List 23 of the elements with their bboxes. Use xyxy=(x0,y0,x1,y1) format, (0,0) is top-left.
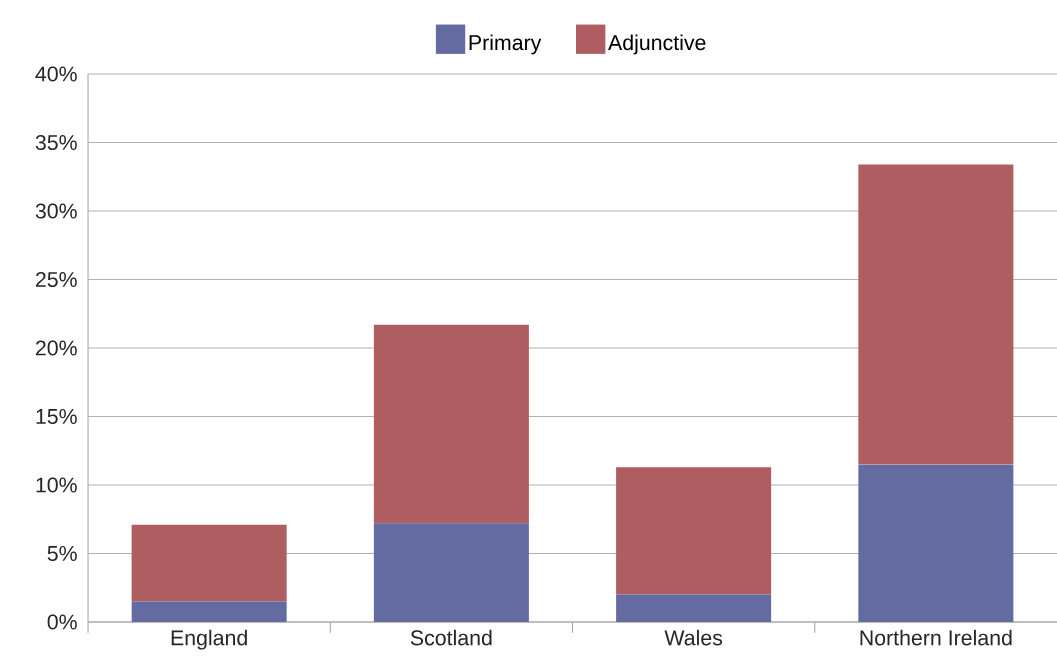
y-tick-label: 5% xyxy=(47,545,77,561)
legend-label: Primary xyxy=(469,34,542,55)
bar xyxy=(131,524,287,602)
y-tick-label: 35% xyxy=(35,134,77,151)
x-tick-label: Scotland xyxy=(410,629,492,646)
x-tick-label: England xyxy=(171,629,247,650)
bar xyxy=(131,601,287,622)
y-tick-label: 0% xyxy=(47,614,77,630)
x-tick-label: Northern Ireland xyxy=(860,629,1012,646)
bar xyxy=(858,164,1014,465)
y-tick-label: 20% xyxy=(35,340,77,356)
bar xyxy=(373,324,529,524)
y-tick-label: 40% xyxy=(35,66,77,82)
bar xyxy=(616,467,772,595)
y-tick-label: 25% xyxy=(35,271,77,288)
y-tick-label: 15% xyxy=(36,408,77,424)
bar xyxy=(373,523,529,622)
x-tick-label: Wales xyxy=(664,629,723,646)
bar xyxy=(616,594,772,622)
y-tick-label: 30% xyxy=(35,203,77,219)
legend-label: Adjunctive xyxy=(608,34,706,55)
bar xyxy=(858,464,1014,622)
y-tick-label: 10% xyxy=(36,477,77,493)
